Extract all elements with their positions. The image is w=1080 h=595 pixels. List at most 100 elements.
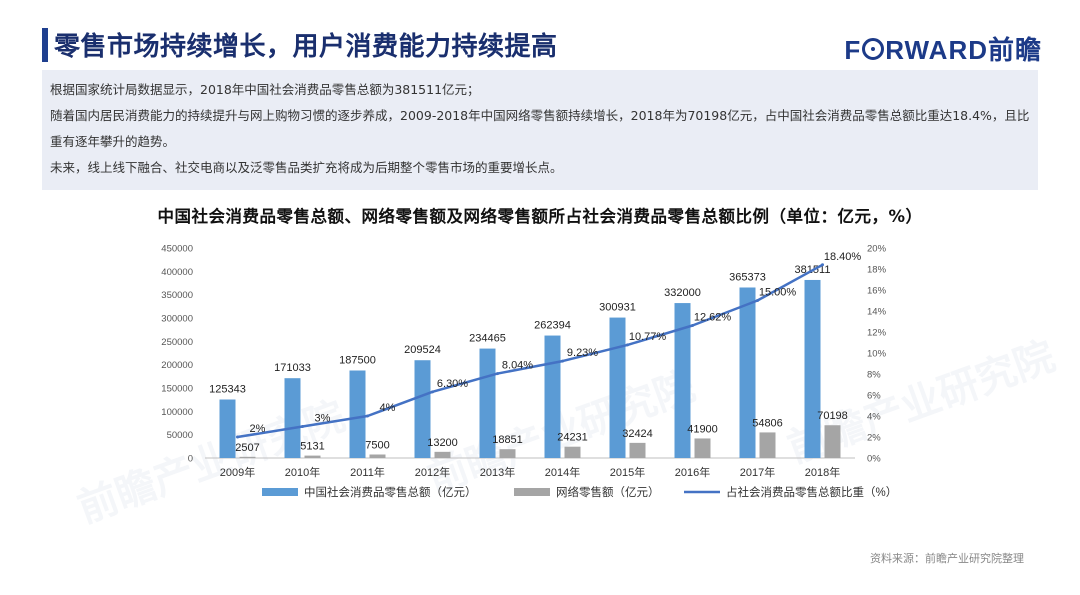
ratio-point	[431, 390, 434, 394]
data-label-online: 7500	[365, 440, 389, 452]
data-label-online: 2507	[235, 442, 259, 454]
legend-label-online: 网络零售额（亿元）	[556, 485, 660, 499]
bar-total	[804, 279, 821, 458]
bar-online	[824, 425, 841, 458]
x-tick-label: 2014年	[545, 465, 580, 479]
data-label-total: 262394	[534, 320, 571, 332]
bar-online	[239, 456, 256, 458]
legend-swatch-online	[514, 488, 550, 496]
y-left-tick-label: 0	[188, 454, 193, 465]
y-right-tick-label: 4%	[867, 412, 881, 423]
y-right-tick-label: 12%	[867, 328, 887, 339]
ratio-point	[366, 414, 369, 418]
bar-online	[694, 438, 711, 458]
y-left-tick-label: 250000	[161, 337, 193, 348]
legend-swatch-total	[262, 488, 298, 496]
title-accent-bar	[42, 28, 48, 62]
y-left-tick-label: 100000	[161, 407, 193, 418]
bar-online	[304, 455, 321, 458]
bar-total	[674, 303, 691, 458]
data-label-ratio: 3%	[315, 413, 331, 425]
y-left-tick-label: 150000	[161, 384, 193, 395]
data-label-online: 70198	[817, 410, 848, 422]
legend-label-total: 中国社会消费品零售总额（亿元）	[304, 485, 477, 499]
page-title: 零售市场持续增长，用户消费能力持续提高	[54, 32, 558, 62]
data-label-online: 32424	[622, 428, 653, 440]
combo-chart: 0 50000 100000 150000 200000 250000 300000 3500…	[161, 244, 897, 500]
data-label-ratio: 4%	[380, 402, 396, 414]
y-right-tick-label: 10%	[867, 349, 887, 360]
data-label-ratio: 6.30%	[437, 378, 468, 390]
data-label-online: 24231	[557, 432, 588, 444]
data-label-ratio: 9.23%	[567, 347, 598, 359]
y-left-tick-label: 50000	[167, 430, 193, 441]
y-right-tick-label: 8%	[867, 370, 881, 381]
bar-total	[349, 370, 366, 458]
data-label-total: 171033	[274, 362, 311, 374]
y-right-tick-label: 16%	[867, 286, 887, 297]
header: 零售市场持续增长，用户消费能力持续提高 F RWARD前瞻	[0, 22, 1080, 66]
x-tick-label: 2011年	[350, 465, 385, 479]
chart-title: 中国社会消费品零售总额、网络零售额及网络零售额所占社会消费品零售总额比例（单位：…	[157, 207, 923, 226]
summary-line-3: 未来，线上线下融合、社交电商以及泛零售品类扩充将成为后期整个零售市场的重要增长点…	[50, 160, 563, 175]
x-tick-label: 2017年	[740, 465, 775, 479]
y-right-tick-label: 2%	[867, 433, 881, 444]
bar-online	[759, 432, 776, 458]
bar-online	[499, 449, 516, 458]
data-label-online: 18851	[492, 434, 523, 446]
bar-total	[739, 287, 756, 458]
data-label-ratio: 15.00%	[759, 287, 797, 299]
y-left-tick-label: 200000	[161, 360, 193, 371]
x-tick-label: 2018年	[805, 465, 840, 479]
x-tick-label: 2015年	[610, 465, 645, 479]
bar-online	[564, 446, 581, 458]
y-left-tick-label: 300000	[161, 314, 193, 325]
data-label-online: 54806	[752, 417, 783, 429]
x-tick-label: 2012年	[415, 465, 450, 479]
data-label-ratio: 10.77%	[629, 331, 667, 343]
bar-online	[369, 454, 386, 458]
ratio-point	[496, 372, 499, 376]
data-label-total: 125343	[209, 384, 246, 396]
data-label-ratio: 8.04%	[502, 360, 533, 372]
ratio-point	[236, 435, 239, 439]
bar-total	[544, 335, 561, 458]
y-right-tick-label: 14%	[867, 307, 887, 318]
y-right-tick-label: 18%	[867, 265, 887, 276]
data-label-ratio: 2%	[250, 423, 266, 435]
data-label-ratio: 12.62%	[694, 311, 732, 323]
x-tick-label: 2009年	[220, 465, 255, 479]
x-tick-label: 2013年	[480, 465, 515, 479]
x-tick-label: 2010年	[285, 465, 320, 479]
legend-label-ratio: 占社会消费品零售总额比重（%）	[726, 485, 897, 499]
y-right-tick-label: 20%	[867, 244, 887, 255]
y-left-tick-label: 450000	[161, 244, 193, 255]
logo-o-icon	[862, 38, 885, 60]
bar-total	[414, 360, 431, 458]
ratio-point	[756, 299, 759, 302]
ratio-point	[301, 425, 304, 428]
summary-line-1: 根据国家统计局数据显示，2018年中国社会消费品零售总额为381511亿元；	[50, 82, 480, 97]
data-label-online: 5131	[300, 441, 324, 453]
data-label-online: 41900	[687, 423, 718, 435]
bar-online	[434, 451, 451, 458]
ratio-point	[626, 343, 629, 347]
data-label-total: 300931	[599, 302, 636, 314]
y-left-tick-label: 400000	[161, 267, 193, 278]
bar-total	[609, 317, 626, 458]
x-tick-label: 2016年	[675, 465, 710, 479]
y-left-tick-label: 350000	[161, 290, 193, 301]
bar-online	[629, 442, 646, 458]
bar-total	[284, 378, 301, 458]
ratio-point	[821, 263, 824, 267]
data-label-ratio: 18.40%	[824, 251, 862, 263]
summary-box: 根据国家统计局数据显示，2018年中国社会消费品零售总额为381511亿元； 随…	[42, 70, 1038, 190]
ratio-line	[237, 263, 824, 439]
ratio-point	[561, 359, 564, 363]
data-label-total: 209524	[404, 344, 441, 356]
ratio-point	[691, 323, 694, 327]
data-label-total: 234465	[469, 333, 506, 345]
y-right-tick-label: 6%	[867, 391, 881, 402]
forward-logo: F RWARD前瞻	[844, 35, 1042, 65]
source-note: 资料来源：前瞻产业研究院整理	[870, 552, 1024, 565]
